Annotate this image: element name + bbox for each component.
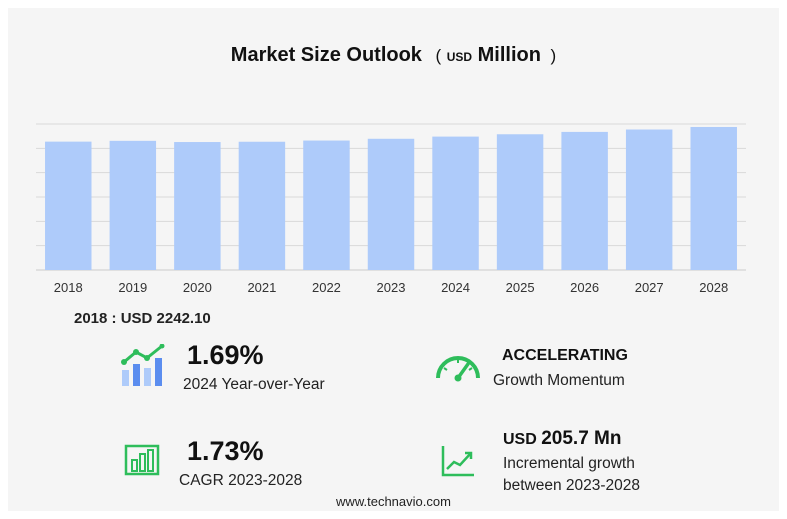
x-tick-label: 2023	[377, 280, 406, 295]
title-currency: USD	[446, 50, 473, 64]
yoy-value: 1.69%	[187, 340, 264, 370]
x-tick-label: 2021	[247, 280, 276, 295]
yoy-label: 2024 Year-over-Year	[183, 376, 325, 393]
cagr-label: CAGR 2023-2028	[179, 472, 303, 489]
x-tick-label: 2019	[118, 280, 147, 295]
chart-title: Market Size Outlook ( USD Million )	[0, 44, 787, 67]
x-tick-label: 2028	[699, 280, 728, 295]
incremental-value: USD 205.7 Mn	[503, 428, 622, 450]
incremental-label-line2: between 2023-2028	[503, 477, 641, 494]
bar-2028	[690, 126, 737, 270]
bar-2027	[625, 129, 673, 270]
cagr-value: 1.73%	[187, 436, 264, 466]
bar-2026	[561, 131, 608, 270]
incremental-label-line1: Incremental growth	[503, 455, 635, 472]
bar-chart-icon	[124, 444, 160, 476]
bar-2024	[432, 136, 479, 270]
bar-2022	[303, 140, 350, 270]
incremental-currency: USD	[503, 431, 537, 448]
bar-2020	[174, 142, 221, 270]
x-tick-label: 2027	[635, 280, 664, 295]
title-close-paren: )	[550, 46, 557, 65]
bar-2018	[45, 141, 92, 270]
x-tick-label: 2018	[54, 280, 83, 295]
title-unit: Million	[477, 44, 541, 66]
bar-chart: 2018 2019 2020 2021 2022 2023 2024 2025 2026 2027…	[36, 123, 746, 295]
title-main: Market Size Outlook	[230, 44, 422, 66]
x-tick-label: 2024	[441, 280, 470, 295]
momentum-value: ACCELERATING	[502, 347, 628, 364]
x-tick-label: 2025	[506, 280, 535, 295]
x-tick-label: 2020	[183, 280, 212, 295]
momentum-label: Growth Momentum	[493, 372, 625, 389]
title-open-paren: (	[435, 46, 442, 65]
speedometer-icon	[436, 356, 480, 382]
bar-2025	[496, 134, 544, 270]
trend-chart-icon	[441, 446, 474, 477]
growth-bars-icon	[121, 344, 165, 386]
source-footer: www.technavio.com	[336, 494, 451, 509]
bar-2023	[367, 138, 415, 270]
base-year-value: 2018 : USD 2242.10	[74, 310, 211, 327]
bar-2021	[238, 141, 286, 270]
incremental-amount: 205.7 Mn	[541, 428, 622, 449]
x-tick-label: 2022	[312, 280, 341, 295]
bar-2019	[109, 140, 157, 270]
x-tick-label: 2026	[570, 280, 599, 295]
